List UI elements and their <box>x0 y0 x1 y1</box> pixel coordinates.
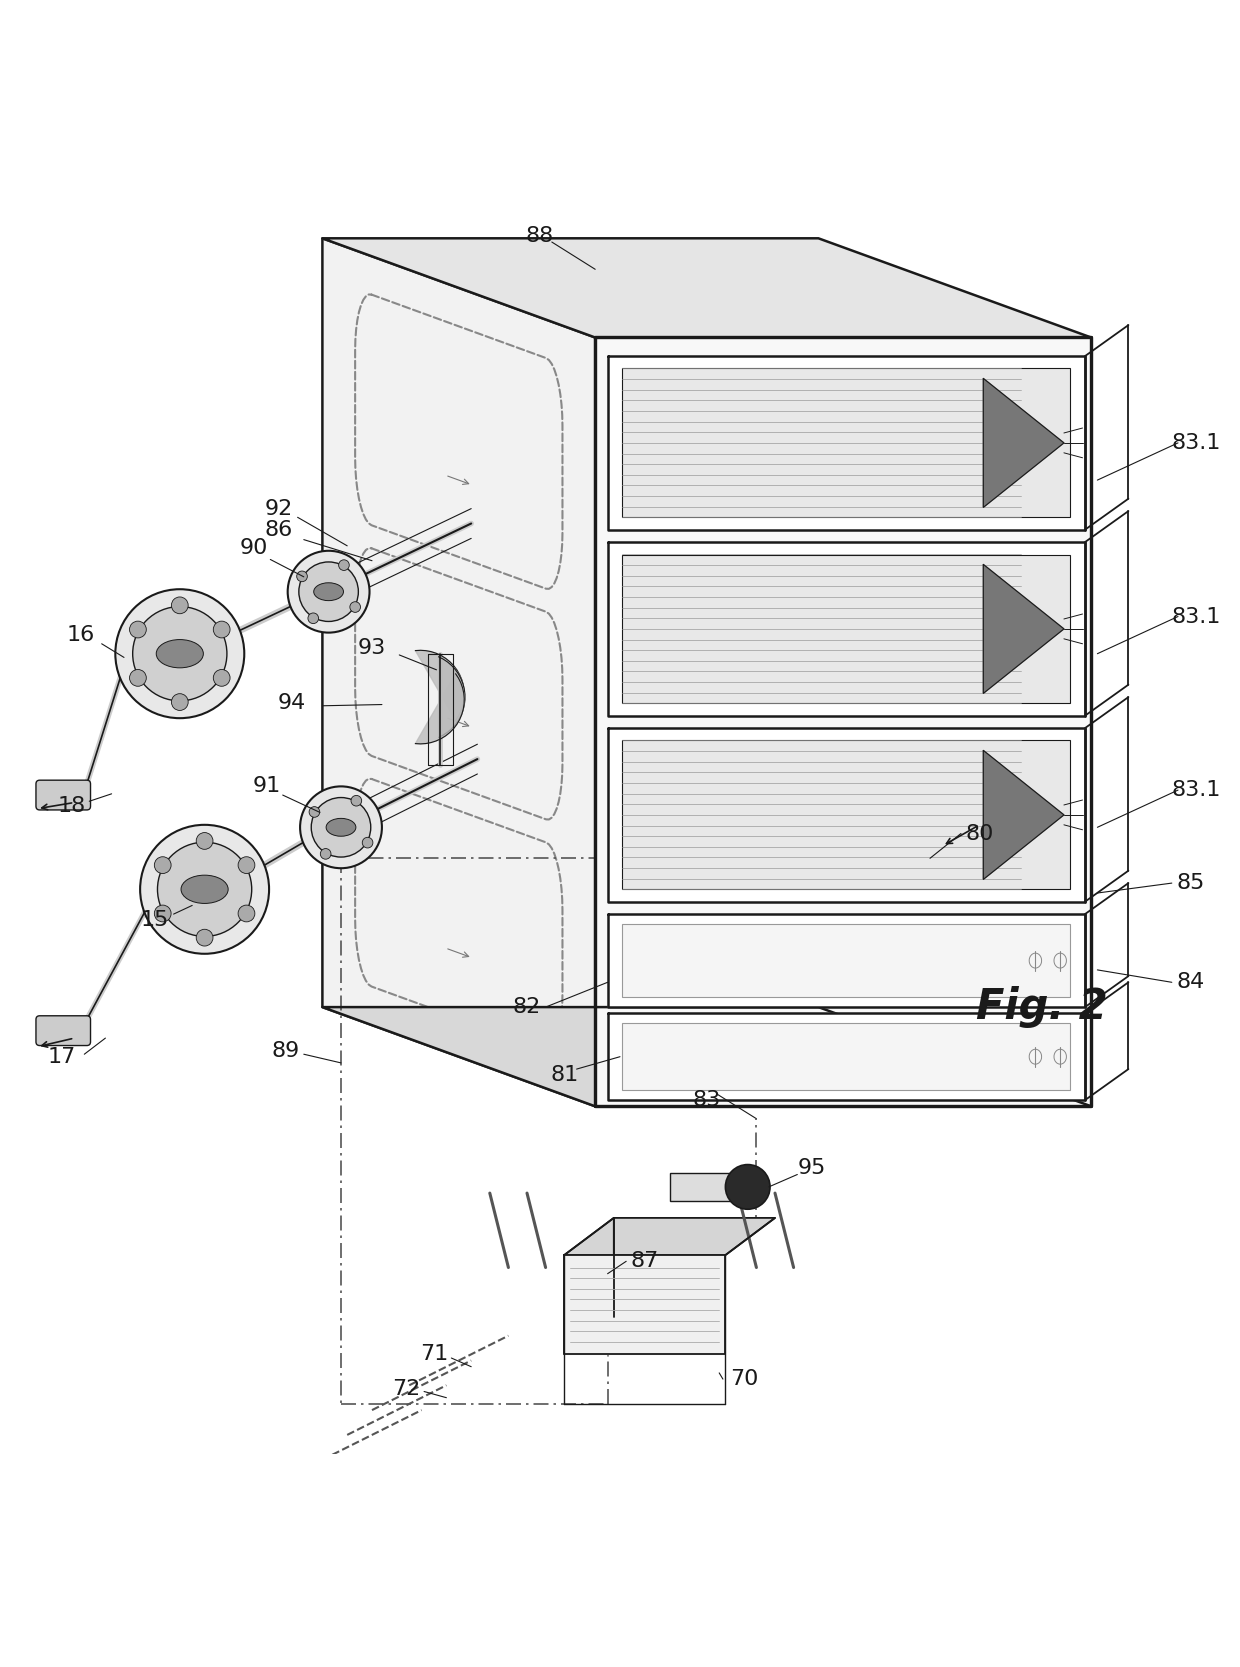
Text: 86: 86 <box>265 520 293 540</box>
Polygon shape <box>608 542 1085 715</box>
Polygon shape <box>595 337 1091 1107</box>
Circle shape <box>311 797 371 857</box>
Text: 17: 17 <box>48 1047 76 1067</box>
Circle shape <box>154 857 171 874</box>
FancyBboxPatch shape <box>36 780 91 810</box>
Polygon shape <box>983 750 1064 880</box>
Text: 81: 81 <box>551 1065 578 1085</box>
Circle shape <box>288 550 370 632</box>
Text: 83.1: 83.1 <box>1172 607 1221 627</box>
Text: 70: 70 <box>730 1369 758 1389</box>
Text: 80: 80 <box>966 823 993 844</box>
Text: 93: 93 <box>358 637 386 657</box>
Bar <box>622 924 1070 997</box>
Text: 89: 89 <box>272 1040 299 1060</box>
Polygon shape <box>415 650 464 720</box>
Text: 83.1: 83.1 <box>1172 433 1221 453</box>
Polygon shape <box>608 728 1085 902</box>
Ellipse shape <box>156 640 203 668</box>
Text: 95: 95 <box>799 1159 826 1179</box>
Text: 91: 91 <box>253 777 280 797</box>
Polygon shape <box>564 1255 725 1354</box>
Bar <box>622 555 1070 703</box>
Circle shape <box>129 622 146 638</box>
Ellipse shape <box>181 875 228 904</box>
Text: 94: 94 <box>278 693 305 713</box>
Bar <box>622 368 1070 517</box>
Circle shape <box>299 562 358 622</box>
Bar <box>622 740 1070 889</box>
Circle shape <box>129 670 146 687</box>
Circle shape <box>238 905 255 922</box>
Circle shape <box>115 588 244 718</box>
Text: 84: 84 <box>1177 972 1204 992</box>
Circle shape <box>157 842 252 937</box>
Polygon shape <box>608 914 1085 1007</box>
Circle shape <box>154 905 171 922</box>
Circle shape <box>350 602 361 612</box>
Polygon shape <box>983 565 1064 693</box>
Polygon shape <box>564 1219 775 1255</box>
Text: 90: 90 <box>241 538 268 558</box>
Polygon shape <box>322 1007 1091 1107</box>
Circle shape <box>339 560 350 570</box>
Polygon shape <box>564 1219 614 1354</box>
Circle shape <box>133 607 227 700</box>
Polygon shape <box>983 378 1064 507</box>
Circle shape <box>213 622 231 638</box>
Circle shape <box>171 693 188 710</box>
Circle shape <box>362 837 373 849</box>
Text: 92: 92 <box>265 498 293 518</box>
Polygon shape <box>439 657 465 737</box>
Circle shape <box>238 857 255 874</box>
Bar <box>670 1174 751 1200</box>
Circle shape <box>320 849 331 859</box>
Polygon shape <box>322 238 595 1107</box>
Text: 72: 72 <box>393 1379 420 1399</box>
Bar <box>622 1024 1070 1090</box>
Polygon shape <box>322 238 1091 337</box>
Text: 83.1: 83.1 <box>1172 780 1221 800</box>
Ellipse shape <box>326 818 356 837</box>
Circle shape <box>196 929 213 947</box>
Circle shape <box>140 825 269 954</box>
Circle shape <box>300 787 382 869</box>
Text: Fig. 2: Fig. 2 <box>976 987 1107 1029</box>
Ellipse shape <box>314 583 343 600</box>
Text: 83: 83 <box>693 1090 720 1110</box>
Polygon shape <box>608 1014 1085 1100</box>
Circle shape <box>213 670 231 687</box>
Circle shape <box>296 572 308 582</box>
Circle shape <box>351 795 362 807</box>
Polygon shape <box>608 357 1085 530</box>
Circle shape <box>171 597 188 613</box>
Text: 88: 88 <box>526 225 553 245</box>
Text: 82: 82 <box>513 997 541 1017</box>
Text: 71: 71 <box>420 1344 448 1364</box>
Text: 85: 85 <box>1177 874 1204 894</box>
Text: 15: 15 <box>141 910 169 930</box>
Text: 16: 16 <box>67 625 94 645</box>
Text: 18: 18 <box>58 797 86 817</box>
Circle shape <box>196 832 213 849</box>
Circle shape <box>725 1165 770 1209</box>
Circle shape <box>308 613 319 623</box>
Circle shape <box>309 807 320 817</box>
Polygon shape <box>415 673 464 743</box>
Text: 87: 87 <box>631 1252 658 1272</box>
FancyBboxPatch shape <box>36 1015 91 1045</box>
